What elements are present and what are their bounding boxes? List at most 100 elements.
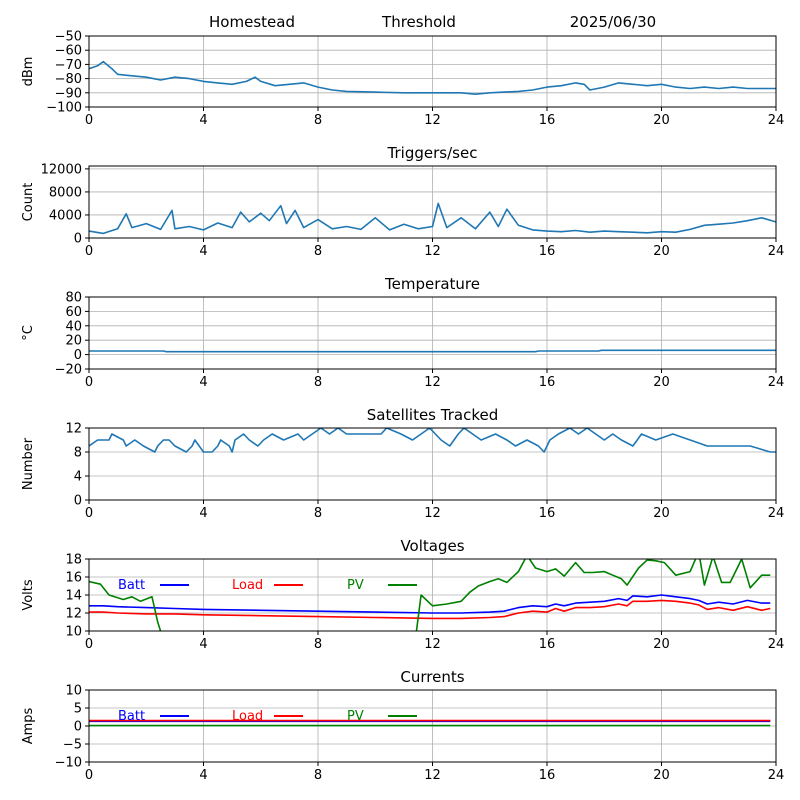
y-tick-label: 80	[65, 291, 82, 306]
y-axis-label: Count	[21, 183, 36, 222]
y-tick-label: 12	[65, 607, 82, 622]
header-date: 2025/06/30	[570, 13, 656, 31]
x-tick-label: 20	[653, 113, 670, 128]
x-tick-label: 4	[199, 637, 207, 652]
y-tick-label: 14	[65, 589, 82, 604]
y-axis-label: Amps	[21, 707, 36, 744]
x-tick-label: 12	[424, 637, 441, 652]
series-group	[89, 349, 776, 353]
chart-title: Satellites Tracked	[367, 406, 498, 424]
y-tick-label: −100	[46, 101, 82, 116]
chart-title: Voltages	[400, 537, 464, 555]
x-tick-label: 4	[199, 375, 207, 390]
x-tick-label: 16	[539, 244, 556, 259]
y-tick-label: −80	[55, 72, 82, 87]
x-tick-label: 20	[653, 375, 670, 390]
series-line	[89, 349, 776, 353]
x-tick-label: 16	[539, 768, 556, 783]
x-tick-label: 8	[314, 113, 322, 128]
chart-panel: 0 4 8 12 16 20 24 0 4 8 12 Satellites Tracked Number	[21, 406, 784, 521]
y-tick-label: 0	[74, 720, 82, 735]
x-tick-label: 8	[314, 506, 322, 521]
series-group	[89, 428, 776, 453]
x-tick-label: 4	[199, 506, 207, 521]
x-tick-label: 16	[539, 506, 556, 521]
x-tick-label: 12	[424, 506, 441, 521]
x-tick-label: 12	[424, 768, 441, 783]
x-tick-label: 0	[85, 375, 93, 390]
y-axis-label: Number	[21, 437, 36, 490]
header-mode: Threshold	[381, 13, 456, 31]
series-line	[89, 60, 776, 95]
series-group	[89, 559, 771, 631]
chart-title: Triggers/sec	[387, 144, 478, 162]
x-tick-label: 16	[539, 113, 556, 128]
y-tick-label: 10	[65, 625, 82, 640]
x-tick-label: 4	[199, 244, 207, 259]
x-tick-label: 20	[653, 506, 670, 521]
legend-label: PV	[347, 578, 364, 593]
y-tick-label: −90	[55, 86, 82, 101]
y-tick-label: 0	[74, 494, 82, 509]
y-tick-label: 5	[74, 702, 82, 717]
x-tick-label: 8	[314, 244, 322, 259]
x-tick-label: 4	[199, 113, 207, 128]
series-line	[89, 594, 771, 614]
x-tick-label: 24	[768, 637, 785, 652]
y-tick-label: 4	[74, 470, 82, 485]
chart-title: Temperature	[384, 275, 480, 293]
x-tick-label: 20	[653, 768, 670, 783]
x-tick-label: 12	[424, 375, 441, 390]
y-tick-label: −5	[63, 738, 82, 753]
y-tick-label: 16	[65, 571, 82, 586]
series-group	[89, 719, 771, 727]
x-tick-label: 24	[768, 244, 785, 259]
y-axis-label: °C	[21, 325, 36, 341]
series-line	[89, 202, 776, 235]
y-tick-label: 10	[65, 684, 82, 699]
chart-panel: 0 4 8 12 16 20 24 10 12 14 16 18 Voltages Volts Batt Lo…	[21, 537, 784, 652]
x-tick-label: 8	[314, 637, 322, 652]
y-tick-label: −60	[55, 44, 82, 59]
y-tick-label: 40	[65, 319, 82, 334]
y-tick-label: 12000	[41, 162, 82, 177]
chart-panel: 0 4 8 12 16 20 24 −100−90−80−70−60−50 dBm	[21, 30, 784, 129]
x-tick-label: 12	[424, 113, 441, 128]
x-tick-label: 20	[653, 244, 670, 259]
y-tick-label: 20	[65, 334, 82, 349]
legend-label: Load	[232, 709, 263, 724]
y-tick-label: 0	[74, 232, 82, 247]
series-line	[89, 559, 771, 631]
x-tick-label: 8	[314, 768, 322, 783]
series-line	[89, 599, 771, 620]
series-group	[89, 60, 776, 95]
x-tick-label: 12	[424, 244, 441, 259]
y-tick-label: 0	[74, 348, 82, 363]
x-tick-label: 16	[539, 375, 556, 390]
legend-label: Batt	[118, 709, 145, 724]
y-tick-label: 60	[65, 305, 82, 320]
x-tick-label: 0	[85, 113, 93, 128]
y-tick-label: −10	[55, 756, 82, 771]
x-tick-label: 24	[768, 768, 785, 783]
series-group	[89, 202, 776, 235]
chart-title: Currents	[400, 668, 464, 686]
y-tick-label: 18	[65, 553, 82, 568]
x-tick-label: 4	[199, 768, 207, 783]
y-axis-label: Volts	[21, 579, 36, 611]
x-tick-label: 0	[85, 637, 93, 652]
y-tick-label: −20	[55, 363, 82, 378]
x-tick-label: 24	[768, 506, 785, 521]
header-station: Homestead	[209, 13, 295, 31]
x-tick-label: 24	[768, 113, 785, 128]
x-tick-label: 0	[85, 506, 93, 521]
y-axis-label: dBm	[21, 57, 36, 87]
x-tick-label: 20	[653, 637, 670, 652]
chart-panel: 0 4 8 12 16 20 24 0 4000 8000 12000 Triggers/sec Cou…	[21, 144, 784, 259]
x-tick-label: 0	[85, 244, 93, 259]
legend-label: Batt	[118, 578, 145, 593]
